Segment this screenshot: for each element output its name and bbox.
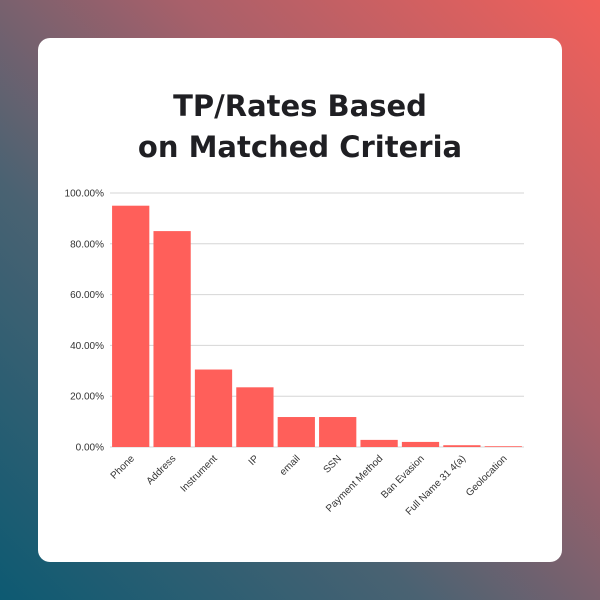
chart-title-line-2: on Matched Criteria [137, 130, 463, 164]
chart-title: TP/Rates Based on Matched Criteria [38, 86, 562, 168]
bar [484, 446, 522, 447]
y-tick-label: 100.00% [65, 189, 105, 200]
bar [360, 439, 398, 447]
y-tick-label: 40.00% [70, 341, 104, 352]
bar [153, 231, 191, 447]
y-tick-label: 80.00% [70, 239, 104, 250]
chart-card: TP/Rates Based on Matched Criteria 0.00%… [38, 38, 562, 562]
x-category-label: SSN [322, 453, 344, 475]
chart-title-line-1: TP/Rates Based [173, 89, 427, 123]
x-category-label: IP [247, 453, 262, 468]
bar [319, 417, 357, 447]
bar [277, 417, 315, 447]
x-category-label: Phone [109, 453, 138, 482]
bar [236, 387, 274, 447]
y-tick-label: 20.00% [70, 392, 104, 403]
bar [401, 441, 440, 447]
bar-chart: 0.00% 20.00% 40.00% 60.00% 80.00% 100.00% Phon… [65, 189, 524, 518]
y-tick-label: 60.00% [70, 290, 104, 301]
bar [194, 369, 233, 447]
bar [112, 205, 150, 447]
x-category-label: email [278, 453, 303, 478]
y-tick-label: 0.00% [76, 443, 104, 454]
x-category-label: Address [145, 453, 179, 487]
x-category-label: Geolocation [464, 453, 510, 499]
bar [443, 445, 481, 447]
x-category-label: Instrument [179, 453, 220, 494]
